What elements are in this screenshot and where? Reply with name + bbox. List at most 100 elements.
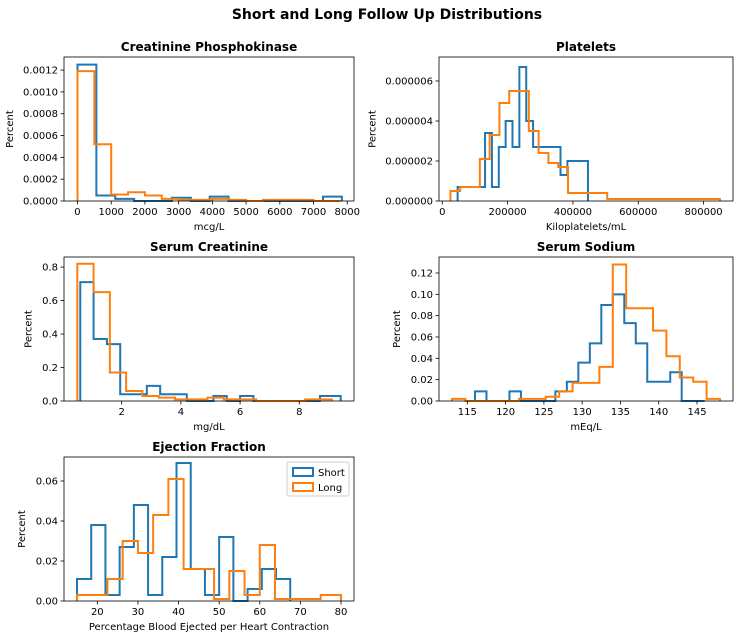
y-tick-label: 0.0004 <box>23 153 58 164</box>
x-tick-label: 8 <box>296 407 302 418</box>
chart-panel: 20 30 40 50 60 70 80 0.00 0.02 0.04 0.06 Ejection F… <box>17 440 355 633</box>
y-tick-label: 0.0 <box>42 397 58 408</box>
x-tick-label: 50 <box>213 607 226 618</box>
histogram-series-short <box>76 63 343 202</box>
figure-title: Short and Long Follow Up Distributions <box>232 7 542 23</box>
y-tick-label: 0.10 <box>411 290 433 301</box>
x-tick-label: 0 <box>439 207 445 218</box>
y-tick-label: 0.4 <box>42 330 58 341</box>
x-tick-label: 20 <box>91 607 104 618</box>
x-tick-label: 115 <box>458 407 477 418</box>
x-tick-label: 800000 <box>685 207 723 218</box>
panel-title: Platelets <box>556 40 616 54</box>
x-tick-label: 5000 <box>233 207 258 218</box>
panel-title: Serum Creatinine <box>150 240 268 254</box>
x-tick-label: 400000 <box>554 207 592 218</box>
x-tick-label: 6 <box>237 407 243 418</box>
plot-frame <box>63 456 355 602</box>
y-tick-label: 0.02 <box>411 375 433 386</box>
plot-frame <box>63 256 355 402</box>
panel-title: Creatinine Phosphokinase <box>121 40 297 54</box>
y-tick-label: 0.0012 <box>23 66 58 77</box>
histogram-series-long <box>449 90 721 201</box>
y-tick-label: 0.06 <box>411 333 433 344</box>
y-tick-label: 0.08 <box>411 311 433 322</box>
y-tick-label: 0.000000 <box>385 197 433 208</box>
plot-frame <box>63 56 355 202</box>
x-tick-label: 80 <box>335 607 348 618</box>
x-tick-label: 0 <box>74 207 80 218</box>
histogram-series-long <box>451 263 721 402</box>
x-axis-label: Percentage Blood Ejected per Heart Contr… <box>89 622 329 633</box>
chart-panel: 115 120 125 130 135 140 145 0.00 0.02 0.04 0.06 0.0… <box>392 240 734 433</box>
y-tick-label: 0.2 <box>42 363 58 374</box>
x-tick-label: 60 <box>253 607 266 618</box>
y-tick-label: 0.000004 <box>385 117 433 128</box>
x-axis-label: mg/dL <box>193 422 225 433</box>
x-tick-label: 2 <box>119 407 125 418</box>
y-tick-label: 0.04 <box>36 517 58 528</box>
x-tick-label: 6000 <box>267 207 292 218</box>
x-tick-label: 200000 <box>489 207 527 218</box>
y-axis-label: Percent <box>5 110 16 148</box>
y-axis-label: Percent <box>17 510 28 548</box>
legend-label-long: Long <box>318 483 342 494</box>
x-tick-label: 120 <box>496 407 515 418</box>
legend-label-short: Short <box>318 468 345 479</box>
y-tick-label: 0.00 <box>36 597 58 608</box>
y-tick-label: 0.000006 <box>385 77 433 88</box>
chart-panel: 0 200000 400000 600000 800000 0.000000 0.00000… <box>367 40 734 233</box>
histogram-series-long <box>76 262 333 402</box>
histogram-series-short <box>79 281 342 402</box>
x-tick-label: 7000 <box>301 207 326 218</box>
y-tick-label: 0.12 <box>411 269 433 280</box>
x-tick-label: 600000 <box>619 207 657 218</box>
x-tick-label: 1000 <box>98 207 123 218</box>
x-axis-label: mEq/L <box>570 422 602 433</box>
y-tick-label: 0.6 <box>42 296 58 307</box>
y-axis-label: Percent <box>392 310 403 348</box>
x-tick-label: 135 <box>611 407 630 418</box>
y-tick-label: 0.04 <box>411 354 433 365</box>
y-axis-label: Percent <box>23 310 34 348</box>
y-tick-label: 0.0002 <box>23 175 58 186</box>
chart-panel: 0 1000 2000 3000 4000 5000 6000 7000 8000 0.0000 0… <box>5 40 360 233</box>
legend-box <box>286 461 350 497</box>
plot-frame <box>438 256 734 402</box>
x-tick-label: 130 <box>573 407 592 418</box>
y-tick-label: 0.8 <box>42 263 58 274</box>
y-tick-label: 0.0008 <box>23 109 58 120</box>
x-tick-label: 3000 <box>166 207 191 218</box>
panel-title: Serum Sodium <box>537 240 636 254</box>
legend-swatch-short <box>292 467 314 477</box>
legend-swatch-long <box>292 482 314 492</box>
chart-panel: 2 4 6 8 0.0 0.2 0.4 0.6 0.8 Serum Creatinine mg/dL… <box>23 240 355 433</box>
histogram-series-short <box>473 293 705 402</box>
histogram-series-short <box>456 66 589 201</box>
histogram-series-long <box>76 478 342 601</box>
x-tick-label: 125 <box>534 407 553 418</box>
y-tick-label: 0.000002 <box>385 157 433 168</box>
x-tick-label: 140 <box>649 407 668 418</box>
y-tick-label: 0.02 <box>36 557 58 568</box>
x-tick-label: 2000 <box>132 207 157 218</box>
plot-frame <box>438 56 734 202</box>
legend: Short Long <box>286 461 350 497</box>
y-tick-label: 0.06 <box>36 477 58 488</box>
y-tick-label: 0.0006 <box>23 131 58 142</box>
y-tick-label: 0.00 <box>411 397 433 408</box>
x-axis-label: mcg/L <box>194 222 225 233</box>
x-tick-label: 145 <box>687 407 706 418</box>
panel-title: Ejection Fraction <box>152 440 266 454</box>
histogram-series-long <box>76 70 341 202</box>
y-axis-label: Percent <box>367 110 378 148</box>
x-tick-label: 4000 <box>200 207 225 218</box>
y-tick-label: 0.0000 <box>23 197 58 208</box>
x-tick-label: 4 <box>178 407 184 418</box>
x-tick-label: 70 <box>294 607 307 618</box>
x-axis-label: Kiloplatelets/mL <box>546 222 627 233</box>
x-tick-label: 8000 <box>335 207 360 218</box>
x-tick-label: 40 <box>172 607 185 618</box>
y-tick-label: 0.0010 <box>23 87 58 98</box>
